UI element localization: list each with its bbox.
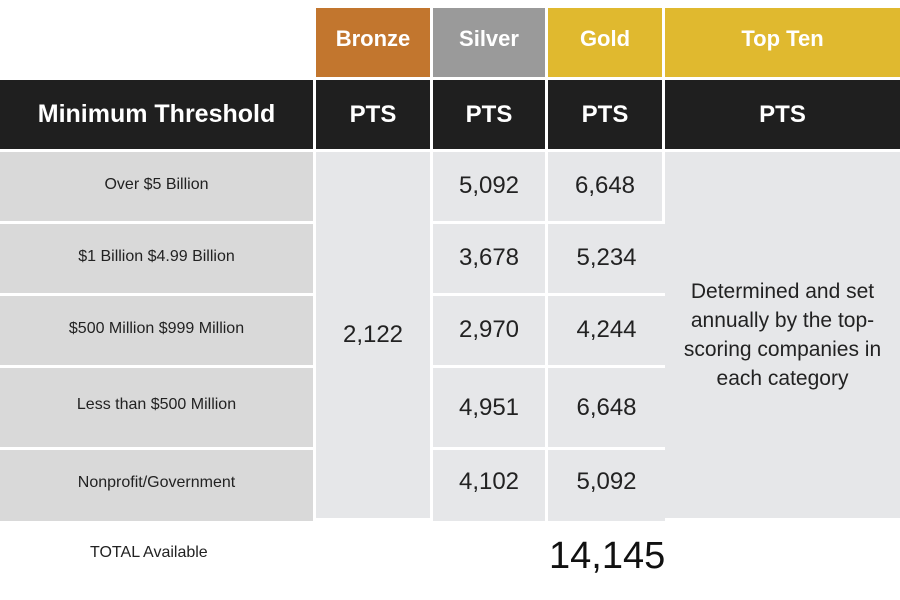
table-row: $500 Million $999 Million 2,970 4,244 [0,296,900,368]
threshold-label: Nonprofit/Government [0,450,316,521]
gold-points: 6,648 [548,368,665,450]
total-available-value: 14,145 [549,535,666,577]
threshold-label: $500 Million $999 Million [0,296,316,368]
threshold-label: Less than $500 Million [0,368,316,450]
silver-points: 2,970 [433,296,548,368]
tier-silver: Silver [433,8,548,80]
silver-pts-header: PTS [433,80,548,152]
table-row: Less than $500 Million 4,951 6,648 [0,368,900,450]
blank-corner-cell [0,8,316,80]
gold-points: 4,244 [548,296,665,368]
top-ten-pts-header: PTS [665,80,900,152]
gold-points: 6,648 [548,152,665,224]
minimum-threshold-header: Minimum Threshold [0,80,316,152]
tier-gold: Gold [548,8,665,80]
points-threshold-table: Bronze Silver Gold Top Ten Minimum Thres… [0,8,900,521]
top-ten-note: Determined and set annually by the top-s… [665,152,900,521]
total-available-label: TOTAL Available [90,544,208,561]
silver-points: 5,092 [433,152,548,224]
silver-points: 4,102 [433,450,548,521]
bronze-points-value: 2,122 [316,152,433,521]
tier-bronze: Bronze [316,8,433,80]
threshold-label: Over $5 Billion [0,152,316,224]
tier-top-ten: Top Ten [665,8,900,80]
table-row: Nonprofit/Government 4,102 5,092 [0,450,900,521]
table-row: Over $5 Billion 2,122 5,092 6,648 Determ… [0,152,900,521]
silver-points: 3,678 [433,224,548,296]
silver-points: 4,951 [433,368,548,450]
gold-points: 5,234 [548,224,665,296]
threshold-label: $1 Billion $4.99 Billion [0,224,316,296]
bronze-pts-header: PTS [316,80,433,152]
column-header-row: Minimum Threshold PTS PTS PTS PTS [0,80,900,152]
gold-pts-header: PTS [548,80,665,152]
table-row: $1 Billion $4.99 Billion 3,678 5,234 [0,224,900,296]
gold-points: 5,092 [548,450,665,521]
tier-header-row: Bronze Silver Gold Top Ten [0,8,900,80]
